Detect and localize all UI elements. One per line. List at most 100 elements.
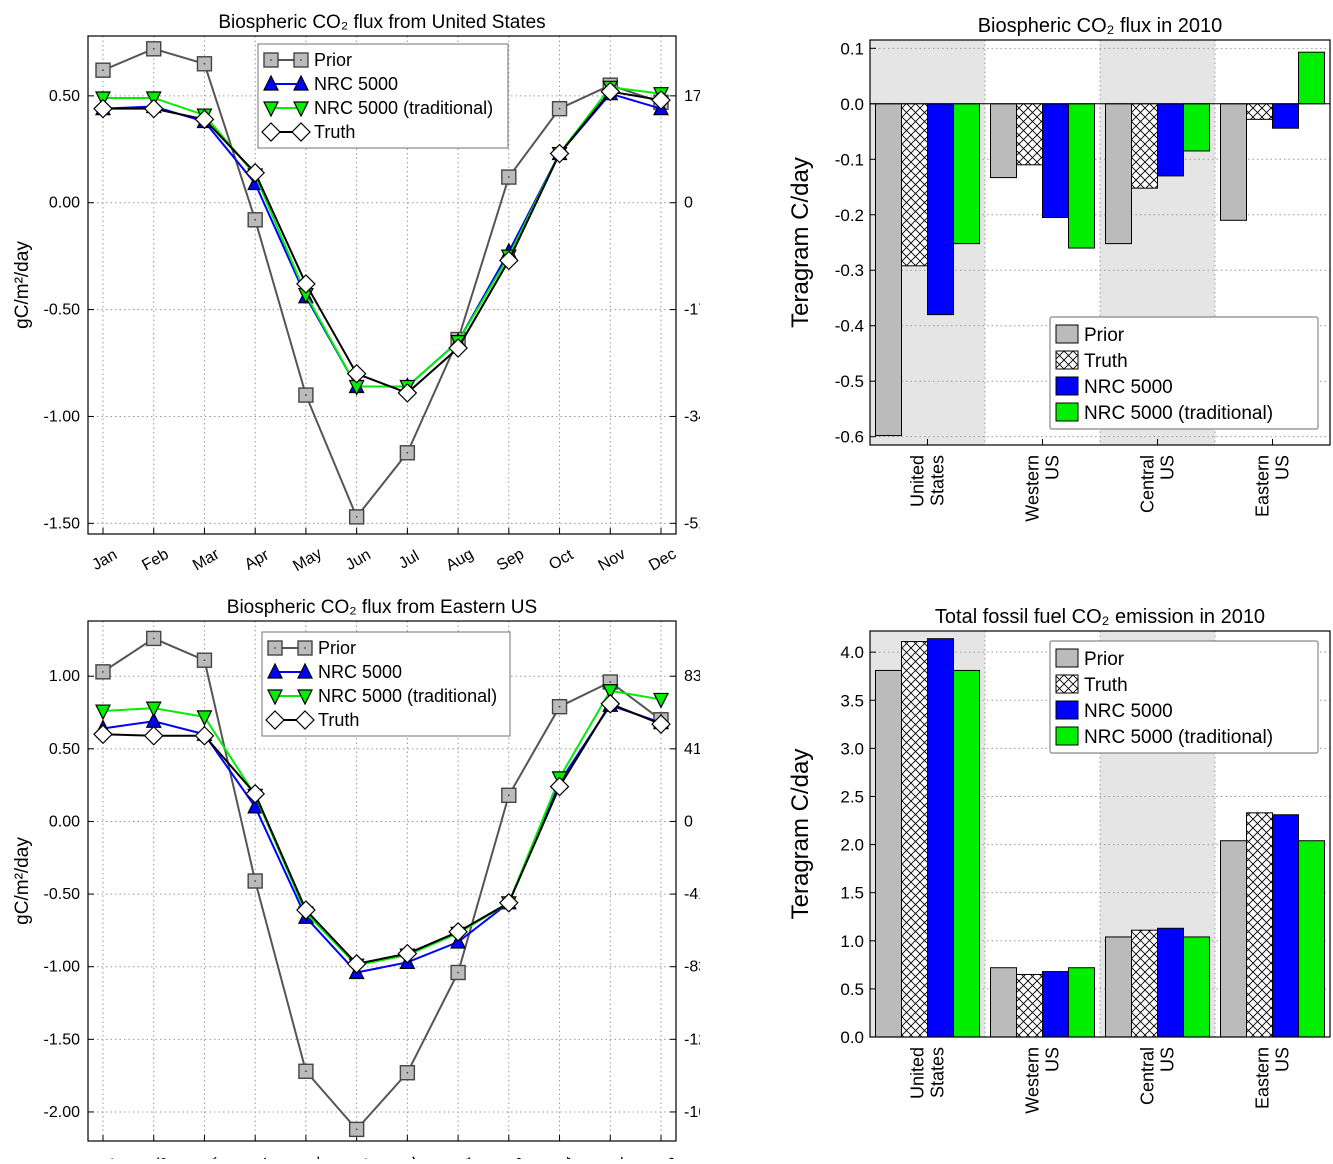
- y-tick-label: -0.2: [835, 206, 864, 225]
- data-point: [653, 692, 669, 709]
- legend-item: NRC 5000 (traditional): [267, 686, 497, 706]
- data-point: [194, 725, 215, 746]
- series-line: [102, 704, 662, 974]
- bar: [1246, 103, 1273, 120]
- legend-label: NRC 5000 (traditional): [314, 98, 493, 118]
- y2-tick-label: -1707: [684, 302, 700, 319]
- y-tick-label: 1.0: [840, 932, 864, 951]
- legend-swatch: [1055, 674, 1079, 694]
- chart-title: Biospheric CO₂ flux in 2010: [978, 15, 1223, 37]
- x-tick-label: Dec: [646, 1153, 679, 1159]
- x-tick-label: May: [290, 1152, 325, 1159]
- y-tick-label: -2.00: [44, 1104, 81, 1121]
- category-label-line: Central: [1138, 1047, 1158, 1105]
- chart-fossil-emission-2010-svg: 0.0 0.5 1.0 1.5 2.0 2.5 3.0 3.5 4.0 UnitedStates W…: [787, 606, 1331, 1114]
- legend-marker: [265, 710, 285, 730]
- series-nrc-5000: [927, 638, 1299, 1038]
- bar: [1105, 103, 1132, 245]
- x-tick-label: Oct: [546, 1153, 577, 1159]
- legend-box: [1049, 640, 1319, 754]
- series-nrc-5000: [927, 103, 1299, 316]
- data-point: [296, 274, 316, 294]
- y-tick-label: 0.0: [840, 95, 864, 114]
- x-tick-label: Dec: [646, 546, 679, 575]
- bar: [953, 103, 980, 245]
- data-point: [600, 693, 621, 714]
- y-axis-label: Teragram C/day: [787, 157, 814, 328]
- legend-swatch: [1055, 726, 1079, 746]
- bar: [875, 669, 902, 1038]
- legend-marker: [297, 662, 313, 679]
- bar: [1068, 967, 1095, 1038]
- legend-label: Truth: [1084, 675, 1128, 696]
- bar: [927, 638, 954, 1038]
- x-tick-label: Sep: [494, 1153, 527, 1159]
- bar: [1220, 103, 1247, 221]
- category-label: CentralUS: [1138, 455, 1178, 513]
- legend-label: Prior: [1084, 649, 1125, 670]
- chart-title: Total fossil fuel CO₂ emission in 2010: [935, 606, 1265, 628]
- data-point: [93, 724, 113, 745]
- legend-item: NRC 5000: [1055, 700, 1173, 722]
- legend-label: Prior: [314, 50, 352, 70]
- bar: [1042, 971, 1069, 1038]
- legend-swatch: [1055, 648, 1079, 668]
- bar: [990, 103, 1017, 179]
- legend-item: Truth: [261, 122, 355, 142]
- y-tick-label: -0.5: [835, 372, 864, 391]
- legend-item: Truth: [265, 710, 359, 730]
- plot-frame: [87, 35, 677, 535]
- plot-frame: [87, 620, 677, 1142]
- bar: [1220, 840, 1247, 1038]
- legend-label: Prior: [1084, 325, 1125, 346]
- chart-us-monthly-flux-svg: -1.50 -1.00 -0.50 0.00 0.50 1707 0 -1707 -3414 -5…: [12, 12, 767, 575]
- series-line: [102, 47, 662, 519]
- legend: Prior Truth NRC 5000 NRC 5000 (traditional): [1049, 316, 1319, 430]
- y-axis-label: Teragram C/day: [787, 749, 814, 920]
- category-label-line: Western: [1023, 1047, 1043, 1114]
- legend-label: Truth: [1084, 351, 1128, 372]
- y-tick-label: 0.5: [840, 980, 864, 999]
- legend-label: NRC 5000 (traditional): [318, 686, 497, 706]
- category-label-line: States: [928, 1047, 948, 1098]
- legend-swatch: [1055, 700, 1079, 720]
- bar: [1157, 103, 1184, 177]
- legend: Prior Truth NRC 5000 NRC 5000 (traditional): [1049, 640, 1319, 754]
- bar: [1131, 103, 1158, 189]
- series-truth: [901, 641, 1273, 1038]
- category-label: WesternUS: [1023, 455, 1063, 522]
- category-label-line: Western: [1023, 455, 1043, 522]
- data-point: [397, 943, 418, 964]
- y-tick-label: 0.0: [840, 1028, 864, 1047]
- legend-marker: [261, 122, 281, 142]
- data-point: [651, 714, 671, 734]
- x-tick-label: Jun: [343, 546, 374, 574]
- y2-tick-label: -3414: [684, 408, 700, 425]
- series-nrc-5000-traditional: [953, 669, 1325, 1038]
- legend: Prior NRC 5000 NRC 5000 (traditional) Truth: [261, 631, 511, 737]
- y2-tick-label: -1250: [684, 1031, 700, 1048]
- legend-item: NRC 5000: [1055, 376, 1173, 398]
- category-label-line: United: [908, 455, 928, 507]
- y-axis-label: gC/m²/day: [12, 241, 33, 329]
- x-tick-label: Feb: [139, 1153, 171, 1159]
- category-label: EasternUS: [1253, 1047, 1293, 1109]
- category-label-line: Eastern: [1253, 1047, 1273, 1109]
- data-point: [549, 776, 570, 797]
- x-tick-label: Aug: [443, 1153, 476, 1159]
- x-tick-label: Sep: [494, 546, 527, 575]
- y-tick-label: 1.5: [840, 884, 864, 903]
- category-label-line: Eastern: [1253, 455, 1273, 517]
- legend-swatch: [1055, 324, 1079, 344]
- series-truth: [93, 81, 671, 403]
- data-point: [95, 704, 111, 721]
- bar: [1068, 103, 1095, 249]
- data-point: [245, 784, 266, 804]
- bar: [875, 103, 902, 437]
- bar: [1016, 103, 1043, 166]
- data-point: [600, 81, 621, 102]
- category-label-line: United: [908, 1047, 928, 1099]
- y-tick-label: 0.1: [840, 39, 864, 58]
- x-tick-label: Mar: [190, 1153, 223, 1159]
- data-point: [346, 363, 367, 384]
